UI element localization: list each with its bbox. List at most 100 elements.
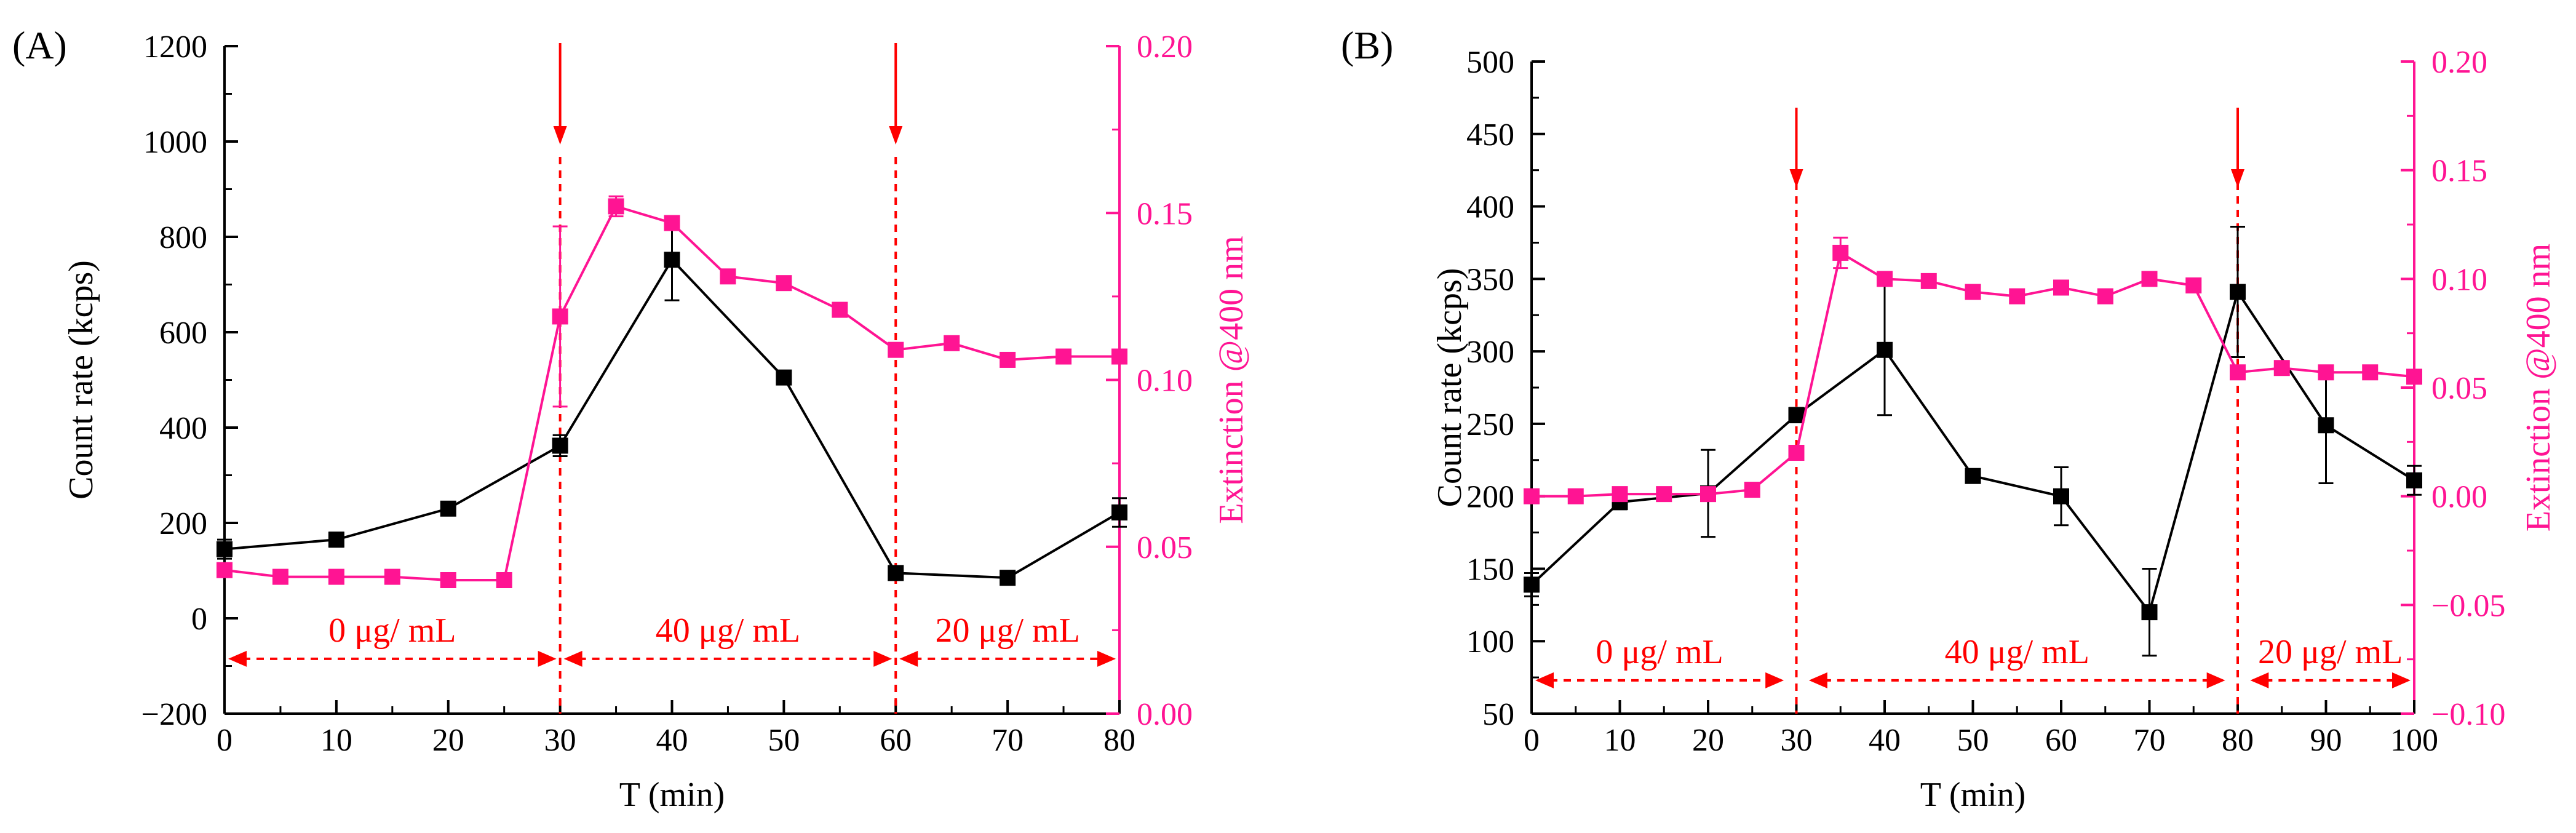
- panel-a-count-rate-point: [328, 532, 344, 548]
- panel-b-extinction-point: [2185, 277, 2202, 293]
- panel-b-addition-arrow-head: [1789, 169, 1803, 188]
- panel-b-count-rate-point: [2141, 604, 2158, 621]
- panel-a-range-arrow-right-head: [1097, 650, 1116, 667]
- panel-a-y2-tick-label: 0.15: [1137, 196, 1193, 231]
- panel-a-extinction-point: [944, 335, 960, 351]
- panel-a-x-axis-title: T (min): [619, 776, 725, 814]
- panel-a-extinction-point: [217, 562, 233, 578]
- panel-a-extinction-point: [608, 198, 624, 215]
- panel-b-y-tick-label: 450: [1466, 118, 1514, 153]
- panel-a-count-rate-point: [1111, 504, 1127, 520]
- panel-b-x-tick-label: 100: [2390, 723, 2438, 758]
- panel-b-y2-axis-title: Extinction @400 nm: [2519, 244, 2558, 532]
- panel-b-extinction-point: [1524, 488, 1540, 504]
- panel-b-y2-tick-label: 0.20: [2431, 45, 2487, 80]
- panel-b-x-axis-title: T (min): [1920, 776, 2026, 814]
- panel-a-concentration-label: 40 μg/ mL: [656, 612, 800, 650]
- panel-a-y2-tick-label: 0.05: [1137, 530, 1193, 565]
- panel-a-range-arrow-right-head: [538, 650, 557, 667]
- panel-a-extinction-point: [1111, 348, 1127, 365]
- panel-a-label: (A): [12, 23, 67, 67]
- panel-b-y-tick-label: 150: [1466, 552, 1514, 587]
- panel-b-y-tick-label: 50: [1482, 697, 1514, 732]
- panel-b-count-rate-point: [1524, 576, 1540, 593]
- panel-b-count-rate-series-line: [1530, 289, 2415, 615]
- panel-a-count-rate-point: [776, 369, 792, 386]
- panel-a-extinction-point: [384, 568, 400, 585]
- panel-a-extinction-point: [1000, 351, 1016, 368]
- panel-b-extinction-point: [1965, 284, 1981, 300]
- panel-b-y-tick-label: 200: [1466, 480, 1514, 515]
- panel-a-x-tick-label: 70: [992, 723, 1024, 758]
- panel-a-range-arrow-right-head: [873, 650, 892, 667]
- panel-b-count-rate-point: [1965, 468, 1981, 484]
- panel-a-x-tick-label: 10: [320, 723, 352, 758]
- panel-b-x-tick-label: 60: [2045, 723, 2077, 758]
- panel-b-extinction-point: [1788, 445, 1805, 461]
- panel-b-extinction-point: [1744, 482, 1760, 498]
- panel-b-range-arrow-left-head: [1535, 672, 1554, 688]
- panel-b-extinction-point: [1612, 486, 1628, 503]
- panel-a-x-tick-label: 80: [1103, 723, 1135, 758]
- panel-b-label: (B): [1341, 23, 1393, 67]
- panel-a-y2-tick-label: 0.20: [1137, 30, 1193, 65]
- panel-b-y-tick-label: 500: [1466, 45, 1514, 80]
- panel-a-extinction-point: [328, 568, 344, 585]
- panel-b-extinction-point: [1832, 244, 1849, 261]
- panel-a-extinction-point: [664, 215, 680, 231]
- panel-b-count-rate-point: [1788, 407, 1805, 423]
- panel-b-concentration-label: 20 μg/ mL: [2258, 633, 2403, 671]
- panel-b-range-arrow-right-head: [1765, 672, 1784, 688]
- panel-b-y2-tick-label: 0.15: [2431, 154, 2487, 189]
- panel-b-count-rate-point: [2053, 488, 2069, 504]
- panel-a-y-tick-label: 800: [159, 220, 207, 255]
- panel-b-extinction-point: [1920, 273, 1937, 289]
- panel-b-extinction-point: [1656, 486, 1672, 503]
- panel-b-extinction-point: [1877, 271, 1893, 287]
- panel-a-count-rate-point: [217, 541, 233, 557]
- panel-b-x-tick-label: 10: [1604, 723, 1636, 758]
- panel-b-extinction-point: [1700, 486, 1716, 503]
- panel-b-x-tick-label: 50: [1957, 723, 1989, 758]
- panel-a-x-tick-label: 20: [432, 723, 464, 758]
- panel-b-extinction-point: [2273, 360, 2290, 377]
- panel-b-count-rate-point: [1877, 341, 1893, 358]
- panel-a-y-axis-title: Count rate (kcps): [62, 260, 100, 500]
- panel-a-extinction-point: [552, 308, 568, 325]
- panel-a-x-tick-label: 60: [880, 723, 912, 758]
- panel-b-range-arrow-left-head: [1808, 672, 1827, 688]
- panel-b-count-rate-point: [2230, 284, 2246, 300]
- panel-b-y2-tick-label: 0.10: [2431, 262, 2487, 297]
- panel-b-y2-tick-label: 0.05: [2431, 371, 2487, 406]
- panel-b-y-axis-title: Count rate (kcps): [1431, 268, 1469, 508]
- panel-b-extinction-point: [2009, 288, 2025, 305]
- panel-a-y-tick-label: 1200: [143, 30, 207, 65]
- panel-b-addition-arrow-head: [2231, 169, 2244, 188]
- panel-a-count-rate-series-line: [224, 257, 1121, 580]
- panel-b-count-rate-point: [2318, 417, 2334, 434]
- panel-b-extinction-point: [2097, 288, 2113, 305]
- panel-b-extinction-point: [2318, 364, 2334, 381]
- panel-b-x-tick-label: 90: [2310, 723, 2342, 758]
- panel-a-y2-tick-label: 0.10: [1137, 364, 1193, 399]
- panel-b-y2-tick-label: −0.10: [2431, 697, 2505, 732]
- panel-a-x-tick-label: 40: [656, 723, 688, 758]
- panel-b-x-tick-label: 40: [1869, 723, 1901, 758]
- panel-b-y-tick-label: 350: [1466, 262, 1514, 297]
- panel-a-y-tick-label: 0: [191, 602, 207, 637]
- panel-a-y-tick-label: −200: [141, 697, 207, 732]
- panel-b-extinction-point: [2053, 279, 2069, 296]
- panel-b-range-arrow-left-head: [2250, 672, 2269, 688]
- panel-b-y-tick-label: 250: [1466, 407, 1514, 442]
- panel-a-y2-axis-title: Extinction @400 nm: [1212, 236, 1250, 524]
- panel-a-x-tick-label: 50: [768, 723, 800, 758]
- panel-a-concentration-label: 20 μg/ mL: [935, 612, 1079, 650]
- panel-a-count-rate-point: [552, 437, 568, 454]
- panel-a-y2-tick-label: 0.00: [1137, 697, 1193, 732]
- panel-a-y-tick-label: 200: [159, 506, 207, 541]
- panel-b-extinction-point: [1567, 488, 1584, 504]
- panel-b-x-tick-label: 20: [1692, 723, 1724, 758]
- panel-a-range-arrow-left-head: [899, 650, 918, 667]
- panel-a-count-rate-point: [440, 500, 456, 517]
- panel-b-y-tick-label: 300: [1466, 335, 1514, 370]
